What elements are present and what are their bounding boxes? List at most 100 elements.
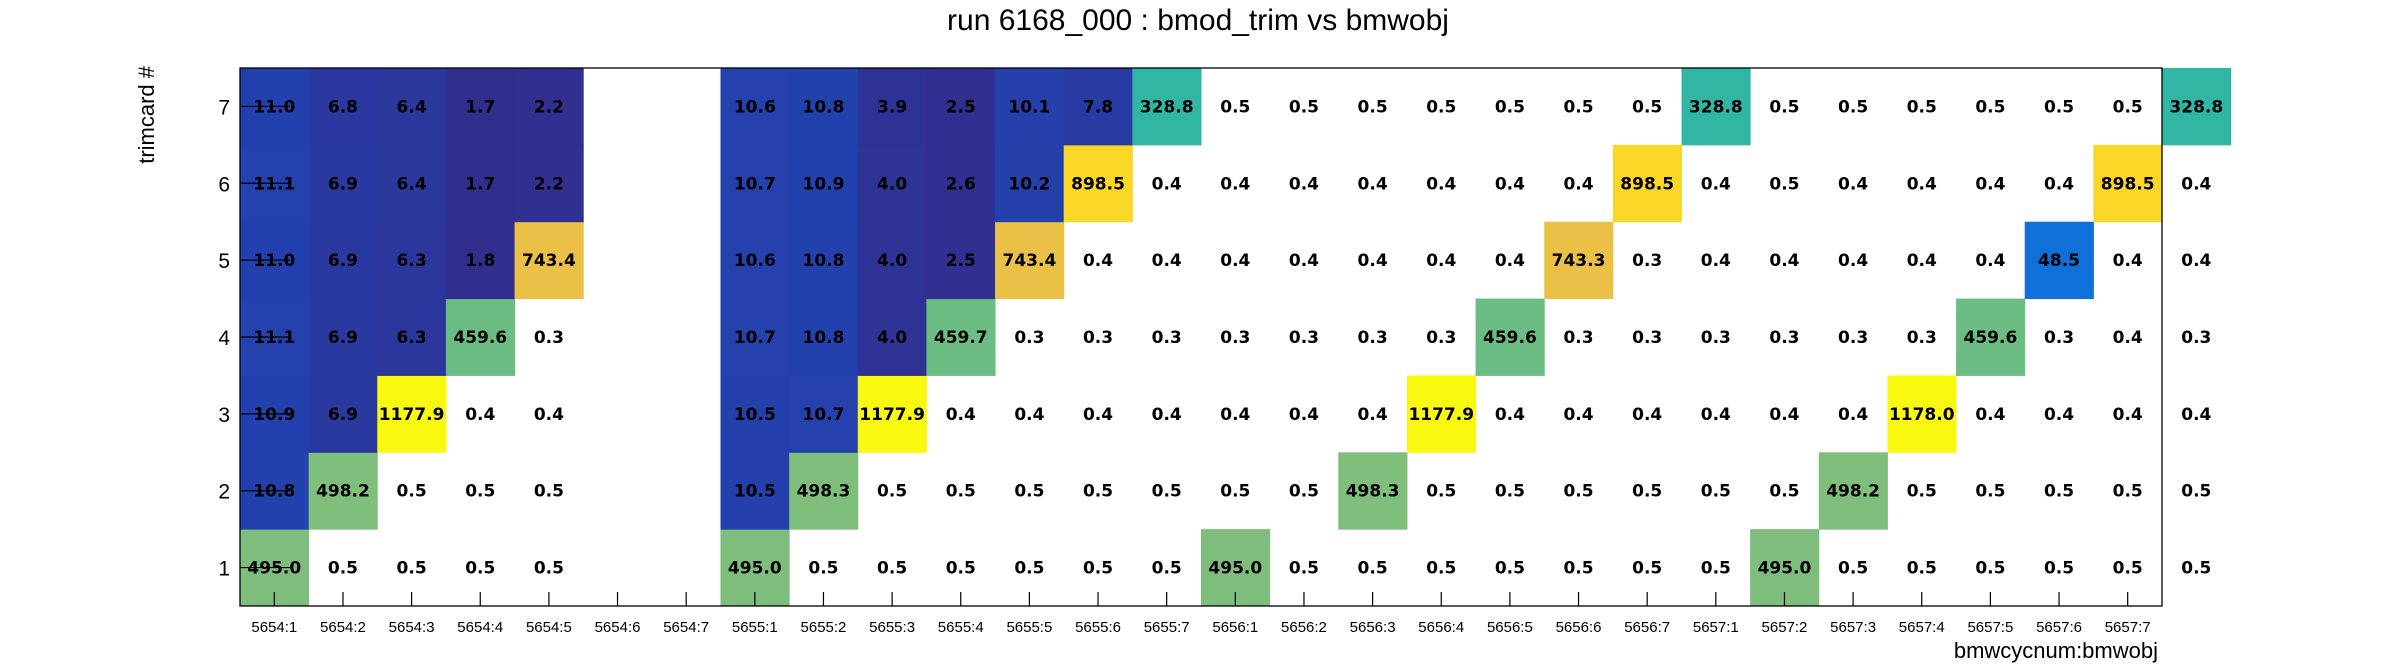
y-tick-label: 4 bbox=[218, 327, 230, 350]
heatmap-cell bbox=[789, 144, 859, 223]
x-tick-label: 5655:6 bbox=[1075, 619, 1121, 636]
heatmap-cell bbox=[926, 221, 996, 300]
heatmap-cell bbox=[789, 298, 859, 376]
cell-value-label: 0.4 bbox=[1769, 405, 1799, 425]
cell-value-label: 6.9 bbox=[328, 328, 358, 348]
cell-value-label: 0.5 bbox=[2113, 482, 2143, 502]
cell-value-label: 48.5 bbox=[2038, 251, 2080, 271]
cell-value-label: 4.0 bbox=[877, 328, 907, 348]
cell-value-label: 10.8 bbox=[253, 482, 295, 502]
cell-value-label: 10.5 bbox=[734, 405, 776, 425]
heatmap-cell bbox=[1818, 452, 1888, 530]
cell-value-label: 11.0 bbox=[253, 251, 295, 271]
chart-title: run 6168_000 : bmod_trim vs bmwobj bbox=[947, 4, 1449, 37]
cell-value-label: 1.8 bbox=[465, 251, 495, 271]
cell-value-label: 6.9 bbox=[328, 405, 358, 425]
x-tick-label: 5657:7 bbox=[2105, 619, 2151, 636]
cell-value-label: 0.3 bbox=[1907, 328, 1937, 348]
cell-value-label: 0.5 bbox=[1083, 559, 1113, 579]
cell-value-label: 0.4 bbox=[1838, 174, 1868, 194]
cell-value-label: 0.4 bbox=[1220, 405, 1250, 425]
cell-value-label: 0.5 bbox=[946, 559, 976, 579]
cell-value-label: 459.6 bbox=[1483, 328, 1537, 348]
cell-value-label: 1.7 bbox=[465, 97, 495, 117]
heatmap-cell bbox=[1338, 452, 1408, 530]
cell-value-label: 0.5 bbox=[1975, 97, 2005, 117]
cell-value-label: 2.5 bbox=[946, 97, 976, 117]
cell-value-label: 6.9 bbox=[328, 251, 358, 271]
cell-value-label: 0.5 bbox=[534, 482, 564, 502]
heatmap-cell bbox=[445, 68, 516, 146]
cell-value-label: 0.5 bbox=[1152, 559, 1182, 579]
x-tick-label: 5654:6 bbox=[595, 619, 641, 636]
cell-value-label: 0.5 bbox=[1701, 559, 1731, 579]
cell-value-label: 0.5 bbox=[397, 559, 427, 579]
heatmap-cell bbox=[1063, 144, 1133, 223]
cell-value-label: 0.5 bbox=[2044, 97, 2074, 117]
cell-value-label: 743.4 bbox=[1003, 251, 1057, 271]
cell-value-label: 0.3 bbox=[1632, 328, 1662, 348]
cell-value-label: 0.5 bbox=[1152, 482, 1182, 502]
cell-value-label: 0.4 bbox=[1289, 174, 1319, 194]
cell-value-label: 743.4 bbox=[522, 251, 576, 271]
cell-value-label: 0.5 bbox=[1632, 97, 1662, 117]
heatmap-cell bbox=[720, 221, 790, 300]
cell-value-label: 0.5 bbox=[1975, 559, 2005, 579]
heatmap-cell bbox=[308, 452, 378, 530]
cell-value-label: 498.3 bbox=[797, 482, 851, 502]
x-tick-label: 5655:2 bbox=[801, 619, 847, 636]
heatmap-cell bbox=[1612, 144, 1682, 223]
cell-value-label: 0.5 bbox=[1907, 482, 1937, 502]
heatmap-cell bbox=[789, 68, 859, 146]
cell-value-label: 0.4 bbox=[1838, 251, 1868, 271]
cell-value-label: 7.8 bbox=[1083, 97, 1113, 117]
cell-value-label: 0.5 bbox=[2044, 482, 2074, 502]
cell-value-label: 0.5 bbox=[1083, 482, 1113, 502]
cell-value-label: 0.5 bbox=[877, 482, 907, 502]
cell-value-label: 6.4 bbox=[397, 174, 427, 194]
x-tick-label: 5655:3 bbox=[869, 619, 915, 636]
cell-value-label: 0.5 bbox=[877, 559, 907, 579]
cell-value-label: 0.3 bbox=[2181, 328, 2211, 348]
heatmap-cell bbox=[720, 144, 790, 223]
heatmap-cell bbox=[308, 375, 378, 453]
cell-value-label: 0.4 bbox=[1495, 251, 1525, 271]
heatmap-cell bbox=[2162, 68, 2232, 146]
cell-value-label: 0.4 bbox=[2181, 251, 2211, 271]
heatmap-cell bbox=[720, 452, 790, 530]
cell-value-label: 0.4 bbox=[2113, 328, 2143, 348]
cell-value-label: 0.4 bbox=[946, 405, 976, 425]
x-tick-label: 5654:2 bbox=[320, 619, 366, 636]
cell-value-label: 0.4 bbox=[1975, 251, 2005, 271]
cell-value-label: 0.5 bbox=[1563, 559, 1593, 579]
cell-value-label: 10.7 bbox=[802, 405, 844, 425]
cell-value-label: 0.3 bbox=[1152, 328, 1182, 348]
y-axis-title: trimcard # bbox=[134, 65, 159, 164]
cell-value-label: 0.5 bbox=[1769, 174, 1799, 194]
heatmap-cell bbox=[1475, 298, 1545, 376]
heatmap-cell bbox=[720, 375, 790, 453]
cell-value-label: 0.4 bbox=[2113, 405, 2143, 425]
cell-value-label: 743.3 bbox=[1552, 251, 1606, 271]
cell-value-label: 6.4 bbox=[397, 97, 427, 117]
cell-value-label: 0.5 bbox=[1014, 482, 1044, 502]
cell-value-label: 10.7 bbox=[734, 328, 776, 348]
x-tick-label: 5657:5 bbox=[1967, 619, 2013, 636]
heatmap-cell bbox=[720, 68, 790, 146]
cell-value-label: 0.4 bbox=[2044, 405, 2074, 425]
cell-value-label: 0.4 bbox=[1358, 405, 1388, 425]
cell-value-label: 10.9 bbox=[253, 405, 295, 425]
x-tick-label: 5657:6 bbox=[2036, 619, 2082, 636]
cell-value-label: 0.5 bbox=[328, 559, 358, 579]
cell-value-label: 0.5 bbox=[2181, 559, 2211, 579]
heatmap-cell bbox=[377, 144, 447, 223]
cell-value-label: 459.6 bbox=[1964, 328, 2018, 348]
cell-value-label: 0.4 bbox=[1907, 174, 1937, 194]
cell-value-label: 0.5 bbox=[1426, 482, 1456, 502]
cell-value-label: 1177.9 bbox=[379, 405, 445, 425]
cell-value-label: 0.5 bbox=[1769, 97, 1799, 117]
cell-value-label: 10.9 bbox=[802, 174, 844, 194]
cell-value-label: 495.0 bbox=[247, 559, 301, 579]
heatmap-cell bbox=[308, 221, 378, 300]
cell-value-label: 898.5 bbox=[2101, 174, 2155, 194]
